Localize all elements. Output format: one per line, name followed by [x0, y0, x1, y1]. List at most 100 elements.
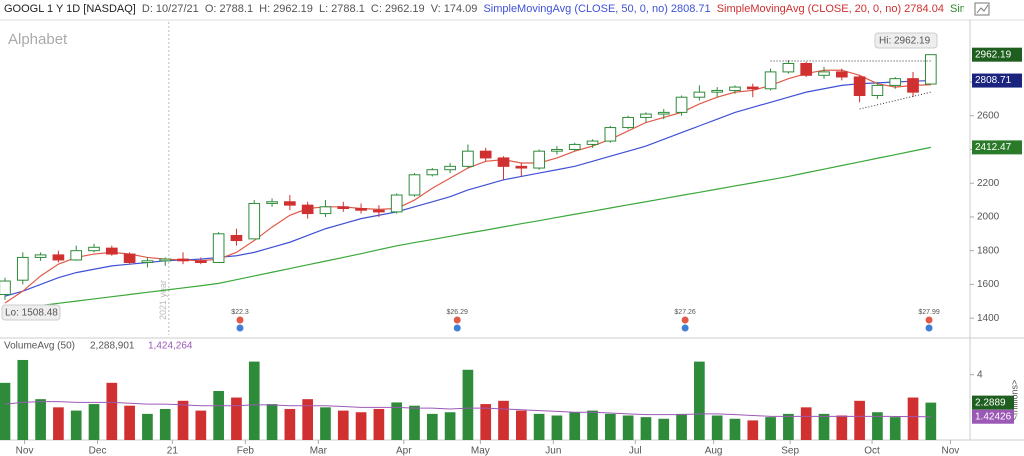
x-tick-label: Nov [16, 446, 34, 456]
sma-line [4, 146, 931, 311]
sma-value: 2808.71 [670, 3, 711, 15]
price-badge [972, 47, 1022, 62]
x-tick-label: Sep [781, 446, 799, 456]
volume-header-value: 1,424,264 [148, 341, 193, 352]
candle-body [355, 208, 367, 211]
y-tick-label: 1600 [977, 279, 1000, 290]
event-label: $27.26 [674, 309, 696, 316]
volume-bar [925, 402, 937, 440]
price-badge [972, 140, 1022, 155]
volume-bar [551, 415, 563, 440]
volume-bar [640, 417, 652, 440]
year-label: 2021 year [158, 280, 168, 320]
candle-body [533, 150, 545, 169]
close-label: C: [370, 3, 382, 15]
volume-bar [569, 412, 581, 440]
candle-body [497, 157, 510, 167]
x-tick-label: Feb [237, 446, 255, 456]
volume-bar [658, 418, 670, 440]
volume-bar [836, 415, 848, 440]
volume-bar [320, 407, 331, 440]
candle-body [16, 256, 29, 281]
candle-body [337, 206, 350, 210]
volume-bar [177, 400, 189, 440]
candle-body [230, 234, 243, 242]
candle-body [105, 247, 118, 255]
candle-body [568, 143, 581, 150]
price-badge-label: 2412.47 [975, 142, 1012, 153]
date-label: D: [141, 3, 153, 15]
volume-bar [0, 382, 11, 440]
volume-bar [70, 410, 82, 440]
sma-line [4, 79, 931, 297]
y-tick-label: 4 [977, 369, 983, 380]
volume-bar [302, 399, 314, 440]
volume-bar [711, 415, 723, 440]
volume-bar [426, 413, 438, 440]
candle-body [408, 174, 421, 196]
x-tick-label: Aug [705, 446, 723, 456]
date: 10/27/21 [155, 3, 199, 15]
volume-bar [515, 410, 527, 440]
high: 2962.19 [273, 3, 313, 15]
price-badge [972, 73, 1022, 88]
y-tick-label: 2200 [977, 178, 1000, 189]
candle-body [70, 250, 83, 261]
candle-body [622, 116, 634, 129]
volume-badge [972, 409, 1014, 424]
low-label: L: [318, 3, 329, 15]
volume-bar [88, 404, 100, 440]
trendline [859, 91, 931, 110]
volume-bar [889, 417, 901, 440]
candle-body [462, 150, 474, 167]
candle-body [729, 86, 741, 91]
volume-bar [676, 413, 687, 440]
candle-body [586, 140, 599, 145]
hi-box [874, 32, 938, 49]
candle-body [444, 165, 456, 171]
candle-body [853, 76, 866, 97]
candle-body [194, 260, 207, 263]
x-tick-label: Jul [629, 446, 642, 456]
candle-body [88, 246, 100, 252]
open: 2788.1 [219, 3, 254, 15]
volume-bar [159, 408, 171, 440]
event-marker [925, 316, 933, 324]
price-badge-label: 2808.71 [975, 75, 1012, 86]
sma-name: SimpleMovingAvg [950, 3, 964, 15]
candle-body [818, 71, 830, 76]
volume-bar [747, 420, 759, 440]
candle-body [871, 84, 884, 97]
volume-bar [409, 405, 420, 440]
toolbar-icon[interactable] [974, 2, 990, 16]
volume-bar [872, 412, 883, 440]
price-badge-label: 2962.19 [975, 49, 1012, 60]
volume-bar [800, 407, 812, 440]
candle-body [675, 96, 688, 113]
volume-bar [248, 361, 260, 440]
volume-bar [444, 412, 456, 440]
x-tick-label: Nov [942, 446, 960, 456]
volume-bar [195, 410, 207, 440]
sma-line [4, 69, 931, 304]
volume-average-line [4, 401, 931, 418]
volume-bar [587, 410, 598, 440]
candle-body [889, 78, 902, 86]
candle-body [159, 258, 172, 262]
candle-body [924, 54, 937, 85]
candle-body [782, 62, 795, 73]
volume-bar [231, 397, 242, 440]
volume-bar [480, 404, 492, 440]
event-marker [236, 324, 244, 332]
volume-bar [605, 413, 616, 440]
candle-body [657, 111, 670, 115]
volume: 174.09 [443, 3, 478, 15]
volume-bar [694, 361, 705, 440]
candle-body [248, 202, 261, 240]
low: 2788.1 [331, 3, 365, 15]
volume-label: V: [430, 3, 441, 15]
y-tick-label: 1400 [977, 313, 1000, 324]
y-axis-label: <millions> [1009, 380, 1019, 421]
volume-bar [783, 413, 794, 440]
